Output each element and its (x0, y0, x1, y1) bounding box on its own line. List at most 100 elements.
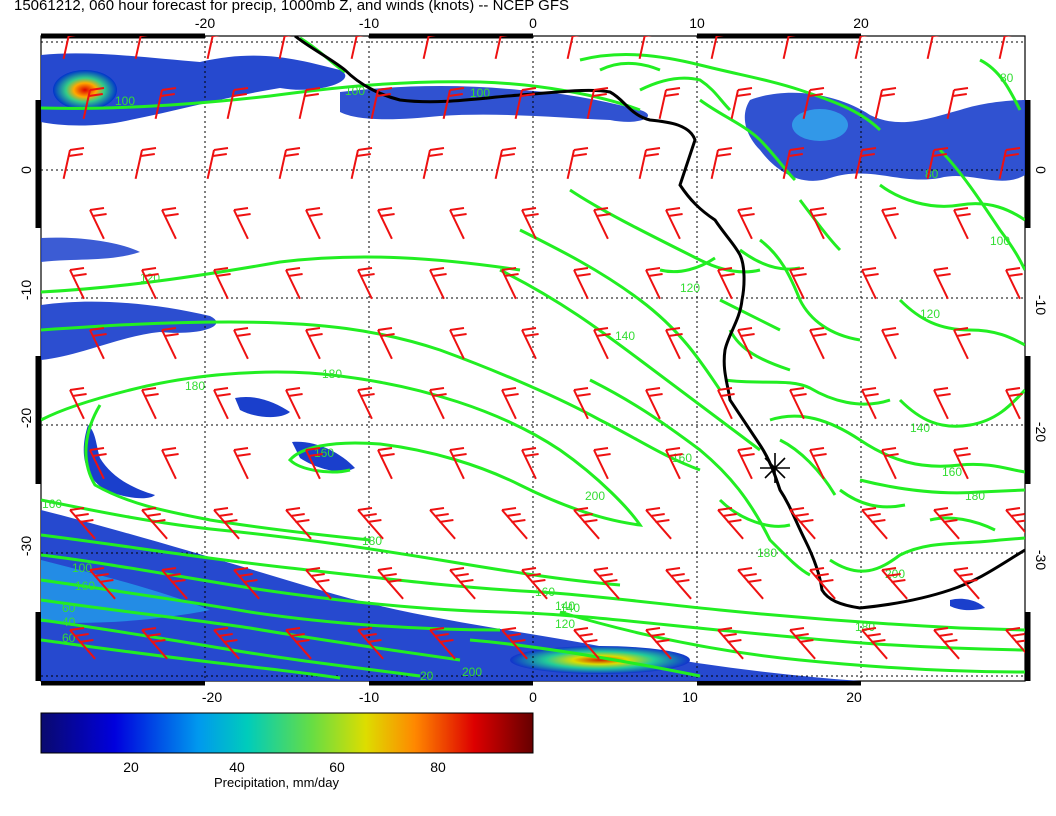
wind-barb (665, 447, 683, 480)
precip-area-west-mid (41, 301, 217, 360)
wind-barb (566, 147, 589, 180)
wind-barb (213, 267, 231, 300)
wind-barb (422, 36, 436, 60)
wind-barb (809, 567, 836, 600)
wind-barb (285, 267, 303, 300)
wind-barb (645, 267, 663, 300)
wind-barb (442, 87, 465, 120)
wind-barb (881, 447, 899, 480)
wind-barb (69, 267, 87, 300)
wind-barb (62, 147, 85, 180)
wind-barb (998, 147, 1021, 180)
contour-labels: 100 100 100 120 120 120 140 140 140 160 … (42, 71, 1014, 681)
wind-barb (154, 87, 177, 120)
wind-barb (161, 567, 188, 600)
colorbar-tick-label: 80 (430, 759, 446, 775)
wind-barb (377, 327, 395, 360)
wind-barb (449, 567, 476, 600)
wind-barb (357, 267, 375, 300)
x-tick-label: 10 (682, 689, 698, 705)
wind-barb (141, 627, 168, 660)
contour-label: 160 (42, 497, 62, 511)
wind-barb (665, 207, 683, 240)
contour-label: 120 (555, 617, 575, 631)
bottom-axis-labels: -20 -10 0 10 20 (202, 689, 862, 705)
x-tick-label: -20 (202, 689, 222, 705)
y-tick-label: -20 (1033, 422, 1049, 442)
wind-barb (494, 36, 508, 60)
wind-barb (141, 507, 168, 540)
x-tick-label: 0 (529, 15, 537, 31)
wind-barb (593, 567, 620, 600)
wind-barb (206, 147, 229, 180)
wind-barb (521, 567, 548, 600)
contour-label: 120 (680, 281, 700, 295)
contour-label: 100 (990, 234, 1010, 248)
wind-barb (717, 267, 735, 300)
wind-barb (429, 507, 456, 540)
wind-barbs (62, 36, 1025, 660)
x-tick-label: 20 (853, 15, 869, 31)
wind-barb (1005, 507, 1025, 534)
wind-barb (350, 36, 364, 60)
wind-barb (233, 207, 251, 240)
x-tick-label: -10 (359, 15, 379, 31)
contour-label: 60 (62, 631, 76, 645)
wind-barb (377, 447, 395, 480)
precip-area-south-band (41, 510, 860, 681)
wind-barb (573, 507, 600, 540)
wind-barb (566, 36, 580, 60)
contour-label: 80 (1000, 71, 1014, 85)
colorbar-tick-label: 60 (329, 759, 345, 775)
wind-barb (953, 207, 971, 240)
wind-barb (665, 327, 683, 360)
wind-barb (861, 267, 879, 300)
wind-barb (953, 567, 980, 600)
y-tick-label: 0 (1033, 166, 1049, 174)
graticule (41, 36, 1025, 681)
contour-label: 100 (345, 84, 365, 98)
wind-barb (213, 387, 231, 420)
wind-barb (69, 627, 96, 660)
wind-barb (161, 447, 179, 480)
precip-area-frontal-arc (83, 425, 155, 499)
wind-barb (710, 147, 733, 180)
wind-barb (305, 447, 323, 480)
wind-barb (429, 267, 447, 300)
wind-barb (429, 387, 447, 420)
wind-barb (233, 447, 251, 480)
wind-barb (658, 87, 681, 120)
x-tick-label: 10 (689, 15, 705, 31)
wind-barb (1005, 267, 1023, 300)
contour-label: 120 (920, 307, 940, 321)
contour-label: 100 (470, 86, 490, 100)
wind-barb (134, 147, 157, 180)
wind-barb (233, 327, 251, 360)
wind-barb (782, 147, 805, 180)
wind-barb (206, 36, 220, 60)
contour-label: 200 (462, 665, 482, 679)
wind-barb (861, 507, 888, 540)
contour-label: 180 (322, 367, 342, 381)
wind-barb (501, 627, 528, 660)
contour-label: 160 (535, 585, 555, 599)
wind-barb (737, 567, 764, 600)
colorbar-label: Precipitation, mm/day (214, 775, 339, 790)
wind-barb (593, 327, 611, 360)
wind-barb (926, 36, 940, 60)
wind-barb (357, 507, 384, 540)
wind-barb (89, 567, 116, 600)
wind-barb (305, 207, 323, 240)
wind-barb (874, 87, 897, 120)
wind-barb (953, 327, 971, 360)
wind-barb (881, 567, 908, 600)
wind-barb (377, 567, 404, 600)
wind-barb (789, 267, 807, 300)
wind-barb (593, 447, 611, 480)
right-axis-labels: 0 -10 -20 -30 (1033, 166, 1049, 570)
wind-barb (933, 267, 951, 300)
wind-barb (141, 267, 159, 300)
wind-barb (521, 447, 539, 480)
contour-label: 140 (560, 601, 580, 615)
